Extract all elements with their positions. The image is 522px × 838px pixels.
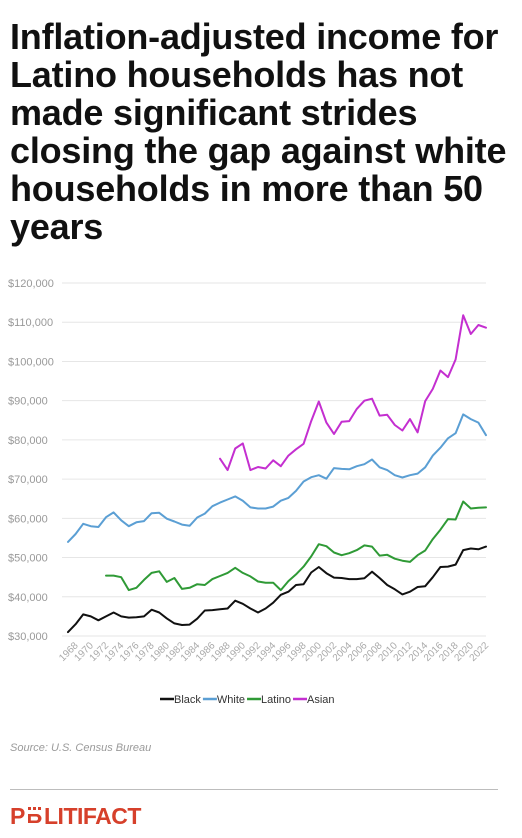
logo-o-mark (28, 807, 42, 823)
chart-title: Inflation-adjusted income for Latino hou… (10, 16, 507, 247)
legend-label: White (217, 694, 245, 706)
y-tick-label: $40,000 (8, 592, 48, 604)
y-tick-label: $50,000 (8, 553, 48, 565)
legend-item-black[interactable]: Black (160, 694, 201, 706)
y-tick-label: $30,000 (8, 631, 48, 643)
politifact-logo[interactable]: P LITIFACT (10, 800, 170, 830)
line-chart: $30,000 $40,000 $50,000 $60,000 $70,000 $80,0… (8, 278, 491, 706)
y-tick-label: $60,000 (8, 513, 48, 525)
y-tick-label: $90,000 (8, 396, 48, 408)
legend-item-white[interactable]: White (202, 694, 245, 706)
series-line-black (67, 545, 487, 634)
legend-label: Black (174, 694, 201, 706)
svg-text:LITIFACT: LITIFACT (44, 803, 141, 829)
legend-item-asian[interactable]: Asian (293, 694, 335, 706)
series-line-white (67, 413, 487, 543)
x-axis-ticks: 1968197019721974197619781980198219841986… (57, 640, 491, 664)
legend-label: Asian (307, 694, 335, 706)
series-line-latino (105, 500, 487, 592)
legend-item-latino[interactable]: Latino (247, 694, 291, 706)
gridlines (62, 282, 486, 637)
legend-label: Latino (261, 694, 291, 706)
y-tick-label: $70,000 (8, 474, 48, 486)
series-line-asian (219, 314, 487, 472)
y-tick-label: $120,000 (8, 278, 54, 290)
y-tick-label: $80,000 (8, 435, 48, 447)
legend[interactable]: Black White Latino Asian (160, 694, 335, 706)
svg-text:P: P (10, 803, 25, 829)
y-tick-label: $100,000 (8, 356, 54, 368)
y-axis-ticks: $30,000 $40,000 $50,000 $60,000 $70,000 $80,0… (8, 278, 54, 643)
y-tick-label: $110,000 (8, 317, 53, 329)
divider (10, 789, 498, 790)
source-note: Source: U.S. Census Bureau (10, 742, 152, 754)
series-lines (67, 314, 487, 634)
